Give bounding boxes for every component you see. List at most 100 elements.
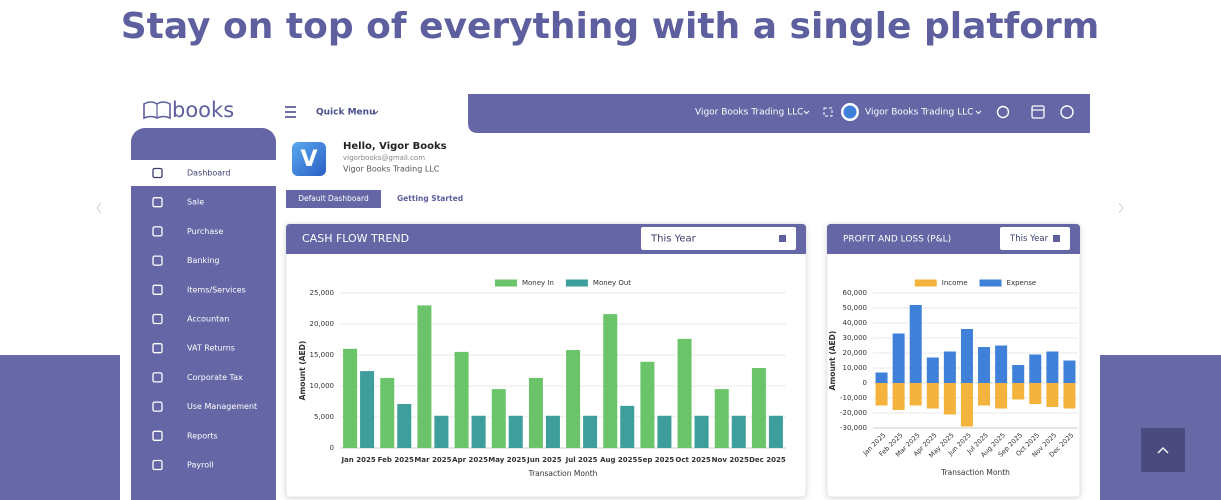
- sidebar-item[interactable]: Purchase: [187, 227, 223, 236]
- chevron: [975, 110, 982, 115]
- help-icon[interactable]: [1060, 105, 1074, 119]
- x-tick-label: Sep 2025: [638, 456, 675, 464]
- x-tick-label: Mar 2025: [414, 456, 451, 464]
- sidebar-icon: [152, 313, 163, 325]
- x-tick-label: Jan 2025: [340, 456, 375, 464]
- sidebar-icon: [152, 343, 163, 354]
- bar: [875, 372, 888, 383]
- company-select[interactable]: Vigor Books Trading LLC: [695, 108, 803, 118]
- bar: [960, 383, 973, 427]
- logo-text: books: [172, 98, 234, 122]
- period-select[interactable]: [641, 227, 796, 250]
- period-select[interactable]: [1000, 227, 1070, 250]
- sidebar-item[interactable]: Banking: [187, 256, 219, 265]
- sidebar-icon: [152, 459, 163, 471]
- bar: [1029, 354, 1042, 383]
- chevron: [803, 110, 810, 115]
- sidebar-item[interactable]: Reports: [187, 431, 218, 440]
- layout-icon[interactable]: [1031, 105, 1045, 119]
- bar: [417, 305, 432, 448]
- y-axis-label: Amount (AED): [298, 341, 307, 401]
- bar: [943, 351, 956, 383]
- tab-active[interactable]: [286, 190, 381, 208]
- tab[interactable]: Default Dashboard: [298, 194, 369, 203]
- bar: [768, 415, 783, 448]
- bar: [471, 415, 486, 448]
- charts: CASH FLOW TREND This Year 0 5,000 10,000 15,0…: [285, 223, 1081, 498]
- legend: Income Expense: [914, 279, 1036, 287]
- sidebar-icon: [152, 197, 163, 208]
- bar: [943, 383, 956, 415]
- bar: [926, 383, 939, 409]
- y-tick-label: 20,000: [843, 349, 868, 357]
- card-title: PROFIT AND LOSS (P&L): [843, 235, 951, 245]
- user-company: Vigor Books Trading LLC: [343, 165, 440, 174]
- page-title: Stay on top of everything with a single …: [121, 6, 1100, 47]
- bar: [751, 368, 766, 448]
- x-axis-label: Transaction Month: [940, 468, 1010, 477]
- carousel-next[interactable]: [1118, 202, 1124, 214]
- sidebar-item[interactable]: VAT Returns: [187, 344, 235, 353]
- sidebar-icon: [152, 167, 163, 179]
- scroll-top[interactable]: [1141, 428, 1185, 472]
- bar: [714, 389, 729, 448]
- bar: [397, 403, 412, 448]
- bar: [1046, 383, 1059, 407]
- sidebar-icon: [152, 255, 163, 266]
- settings-icon[interactable]: [996, 105, 1010, 119]
- tab[interactable]: Getting Started: [397, 194, 463, 203]
- bar: [603, 314, 618, 448]
- x-tick-label: May 2025: [488, 456, 526, 464]
- sidebar-item[interactable]: Dashboard: [187, 169, 230, 178]
- bar: [528, 377, 543, 448]
- company-avatar-inner: [843, 105, 857, 119]
- chevron: [372, 110, 379, 115]
- fullscreen-icon[interactable]: [823, 107, 833, 117]
- x-tick-label: Oct 2025: [675, 456, 710, 464]
- x-tick-label: Feb 2025: [378, 456, 414, 464]
- legend-swatch: [914, 279, 937, 287]
- bar: [360, 371, 375, 448]
- sidebar-item[interactable]: Payroll: [187, 461, 214, 470]
- y-axis-label: Amount (AED): [828, 331, 837, 391]
- hamburger[interactable]: [285, 106, 296, 118]
- bar: [1012, 383, 1025, 400]
- bar: [566, 350, 581, 448]
- sidebar-item[interactable]: Sale: [187, 198, 204, 207]
- sidebar-item[interactable]: Items/Services: [187, 285, 246, 294]
- legend-swatch: [979, 279, 1002, 287]
- y-tick-label: 20,000: [310, 320, 335, 328]
- bar: [892, 333, 905, 383]
- sidebar-item[interactable]: Corporate Tax: [187, 373, 243, 382]
- y-tick-label: 25,000: [310, 289, 335, 297]
- y-tick-label: -20,000: [840, 409, 867, 417]
- period-select-icon: [779, 235, 786, 242]
- period-select-text[interactable]: This Year: [1009, 234, 1049, 244]
- y-tick-label: 0: [863, 379, 867, 387]
- bar: [960, 329, 973, 383]
- bar: [1029, 383, 1042, 404]
- bar: [978, 347, 991, 383]
- bar: [995, 383, 1008, 409]
- carousel-prev[interactable]: [96, 202, 102, 214]
- bar: [1046, 351, 1059, 383]
- y-tick-label: 30,000: [843, 334, 868, 342]
- bar: [731, 415, 746, 448]
- bar: [694, 415, 709, 448]
- bar: [1012, 365, 1025, 383]
- bar: [343, 348, 358, 448]
- bar: [909, 305, 922, 383]
- bar: [926, 357, 939, 383]
- sidebar-item[interactable]: Accountan: [187, 315, 229, 324]
- bar: [909, 383, 922, 406]
- quick-menu[interactable]: Quick Menu: [316, 108, 375, 118]
- logo[interactable]: books: [143, 98, 234, 122]
- sidebar-item[interactable]: Use Management: [187, 402, 257, 411]
- company-profile[interactable]: Vigor Books Trading LLC: [865, 108, 973, 118]
- sidebar-active: [131, 160, 276, 186]
- x-tick-label: Jul 2025: [565, 456, 598, 464]
- y-tick-label: -10,000: [840, 394, 867, 402]
- period-select-text[interactable]: This Year: [650, 234, 697, 245]
- bar: [875, 383, 888, 406]
- y-tick-label: 50,000: [843, 304, 868, 312]
